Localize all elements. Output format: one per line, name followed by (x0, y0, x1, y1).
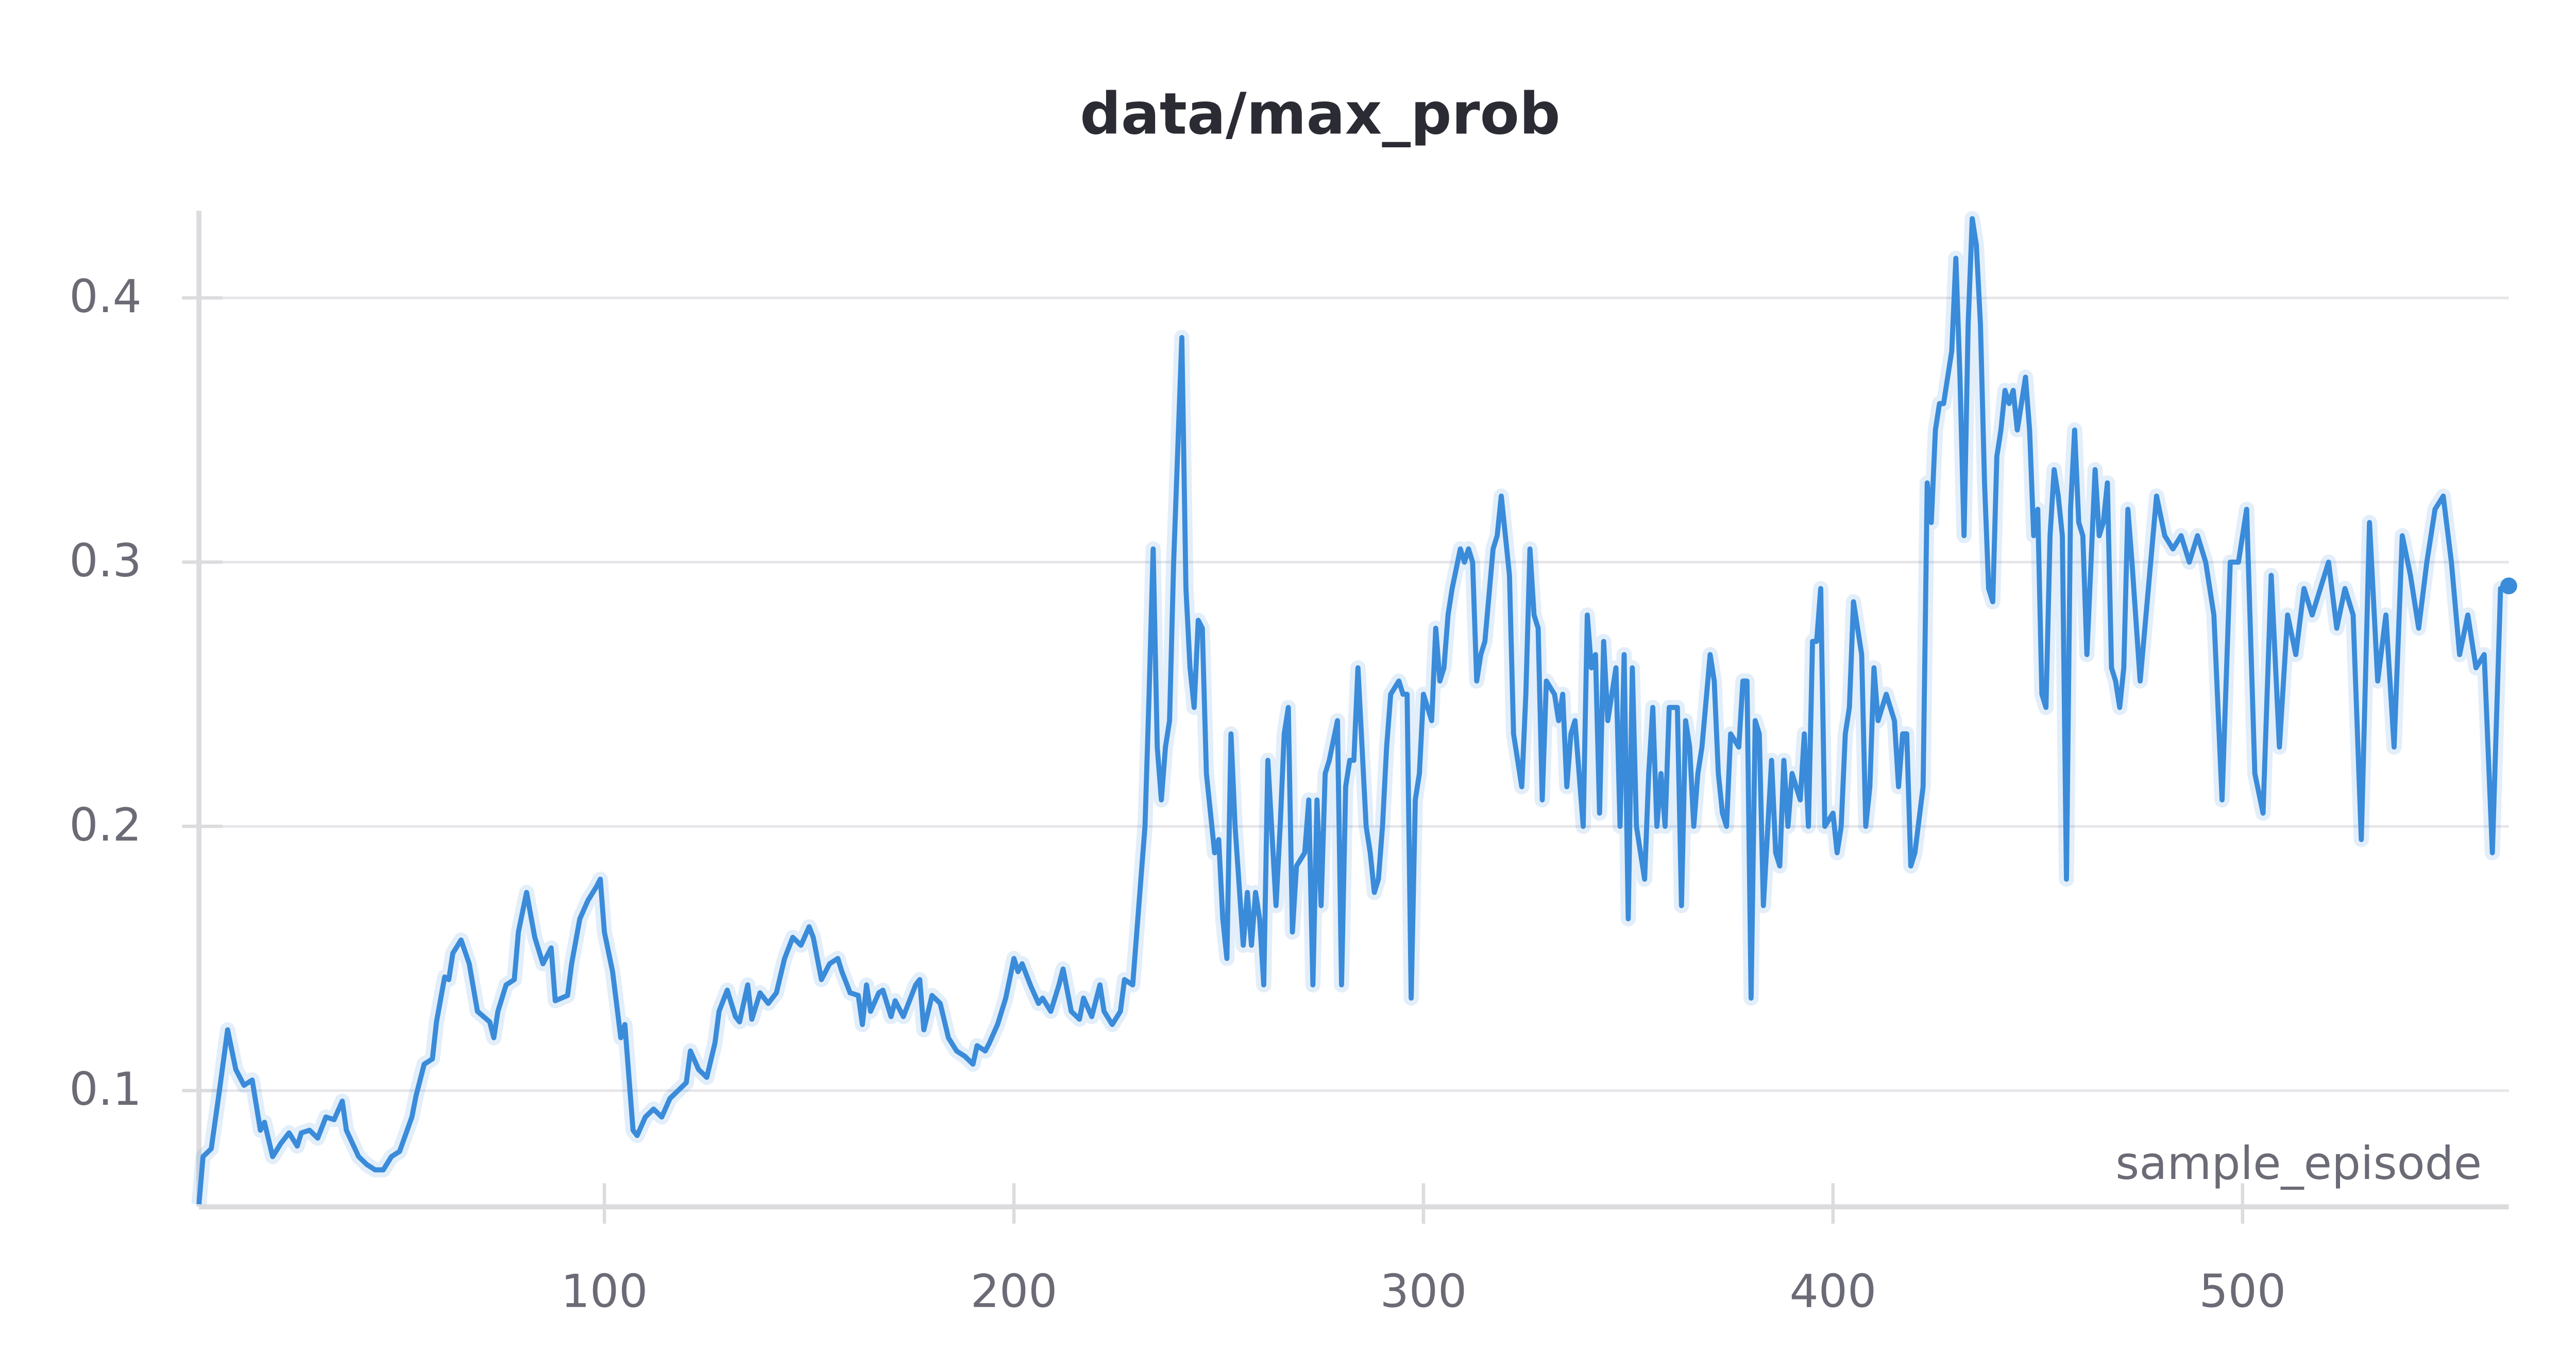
x-tick-label: 200 (971, 1265, 1058, 1318)
y-tick-label: 0.3 (69, 534, 141, 587)
grid (182, 296, 2509, 1224)
y-tick-label: 0.4 (69, 270, 141, 323)
chart-title: data/max_prob (1080, 81, 1561, 147)
x-tick-label: 400 (1790, 1265, 1877, 1318)
line (196, 216, 2510, 1205)
end-point (2500, 577, 2517, 594)
x-tick-label: 300 (1380, 1265, 1467, 1318)
x-tick-label: 500 (2199, 1265, 2286, 1318)
plot-area (191, 211, 2517, 1205)
x-tick-label: 100 (561, 1265, 648, 1318)
y-tick-label: 0.1 (69, 1063, 141, 1116)
y-tick-label: 0.2 (69, 798, 141, 851)
x-axis-label: sample_episode (2115, 1137, 2482, 1190)
